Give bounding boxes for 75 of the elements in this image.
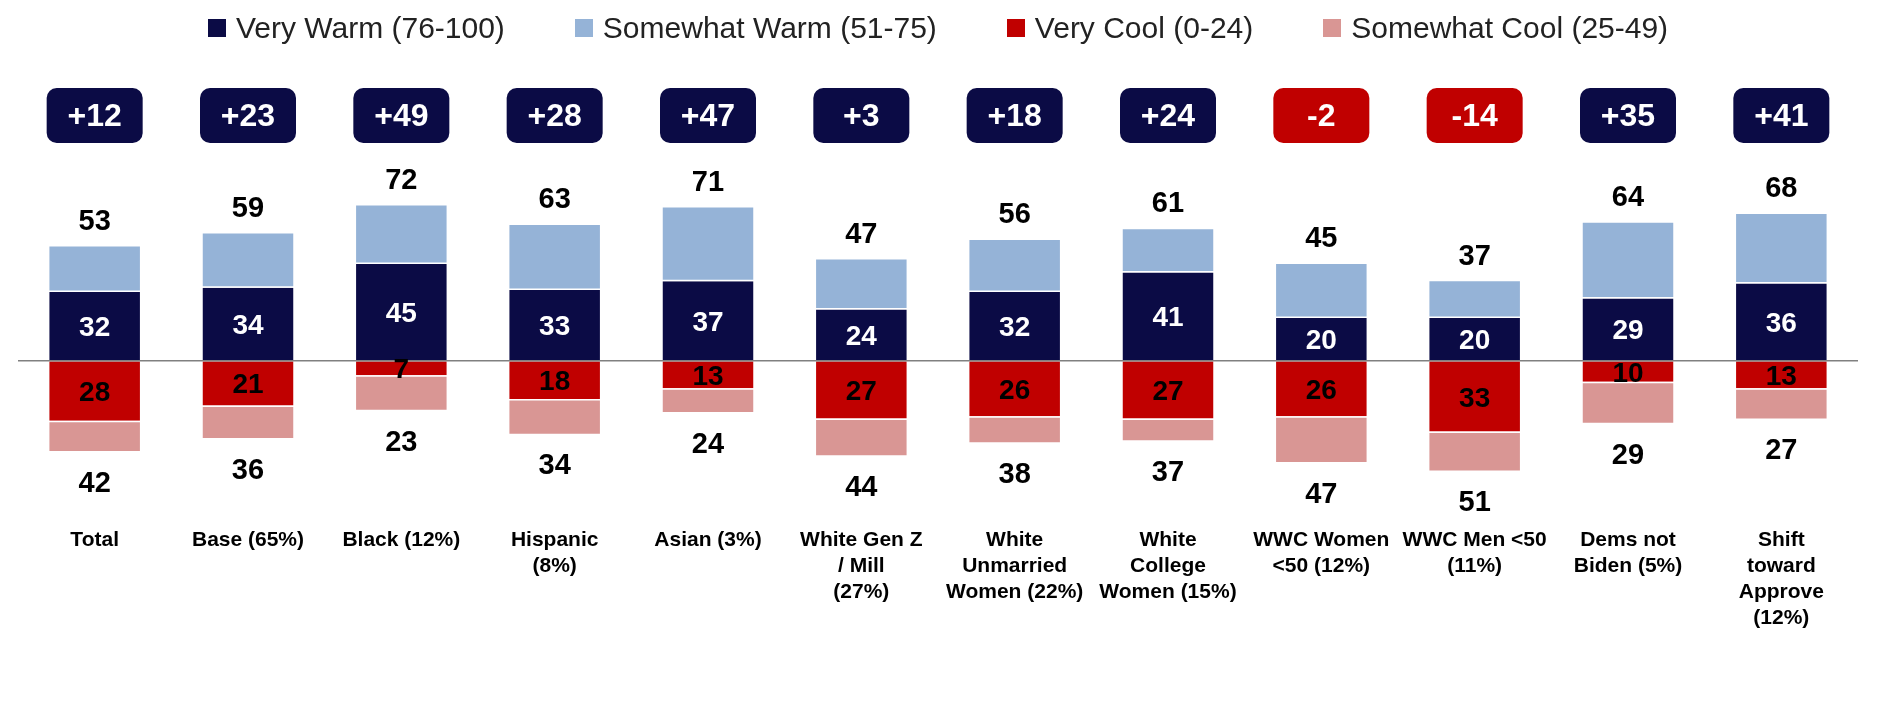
annotation: 27 xyxy=(1765,433,1798,466)
annotation: 42 xyxy=(78,465,111,498)
text: +23 xyxy=(220,97,276,133)
annotation: 28 xyxy=(79,376,111,408)
annotation: 61 xyxy=(1151,186,1185,219)
annotation: 13 xyxy=(1765,359,1797,391)
annotation: 24 xyxy=(691,426,725,459)
x-tick-label: Asian (3%) xyxy=(654,527,762,550)
text: +49 xyxy=(374,97,429,133)
data-label: 36 xyxy=(1765,306,1797,338)
x-tick-label: White College Women (15%) xyxy=(1099,527,1237,602)
x-tick-label: White Gen Z / Mill (27%) xyxy=(800,527,923,602)
x-tick-label: WWC Men <50 (11%) xyxy=(1402,527,1547,576)
data-label: 20 xyxy=(1459,324,1491,356)
annotation: 45 xyxy=(1305,221,1338,254)
text: +18 xyxy=(987,97,1042,133)
annotation: 64 xyxy=(1611,179,1645,212)
annotation: 10 xyxy=(1612,356,1644,388)
text: +3 xyxy=(843,97,880,133)
text: +41 xyxy=(1754,97,1809,133)
annotation: 59 xyxy=(231,190,265,223)
text: +28 xyxy=(527,97,582,133)
annotation: 47 xyxy=(1305,476,1338,509)
text: +12 xyxy=(67,97,122,133)
annotation: 18 xyxy=(539,365,571,397)
annotation: 27 xyxy=(845,375,877,406)
text: +35 xyxy=(1600,97,1656,133)
data-label: 20 xyxy=(1305,324,1337,356)
x-tick-label: WWC Women <50 (12%) xyxy=(1253,527,1390,576)
legend-label: Very Cool (0-24) xyxy=(1034,11,1254,45)
annotation: 34 xyxy=(538,448,571,481)
text: -2 xyxy=(1307,97,1336,133)
data-label: 32 xyxy=(79,311,111,343)
legend-label: Somewhat Cool (25-49) xyxy=(1351,11,1669,45)
annotation: 37 xyxy=(1151,454,1185,487)
x-tick-label: Shift toward Approve (12%) xyxy=(1738,527,1824,628)
annotation: 68 xyxy=(1765,171,1798,204)
legend-label: Somewhat Warm (51-75) xyxy=(602,11,937,45)
data-label: 33 xyxy=(539,309,571,341)
data-label: 29 xyxy=(1612,314,1644,346)
data-label: 37 xyxy=(692,305,724,337)
x-tick-label: White Unmarried Women (22%) xyxy=(946,527,1084,602)
legend-label: Very Warm (76-100) xyxy=(235,11,505,45)
annotation: 33 xyxy=(1459,381,1491,413)
text: -14 xyxy=(1451,97,1498,133)
data-label: 24 xyxy=(845,319,878,351)
annotation: 63 xyxy=(538,182,571,215)
annotation: 38 xyxy=(998,457,1031,490)
annotation: 72 xyxy=(385,162,418,195)
x-tick-label: Total xyxy=(70,527,119,550)
x-tick-label: Black (12%) xyxy=(342,527,461,550)
annotation: 47 xyxy=(845,216,878,249)
annotation: 36 xyxy=(231,452,265,485)
x-tick-label: Hispanic (8%) xyxy=(510,527,599,576)
data-label: 32 xyxy=(999,311,1031,343)
annotation: 26 xyxy=(1305,373,1337,405)
annotation: 27 xyxy=(1152,375,1184,406)
annotation: 13 xyxy=(692,359,724,391)
annotation: 21 xyxy=(232,368,264,400)
text: +24 xyxy=(1140,97,1196,133)
annotation: 53 xyxy=(78,203,111,236)
annotation: 23 xyxy=(385,424,418,457)
data-label: 45 xyxy=(385,296,417,328)
data-label: 41 xyxy=(1152,301,1184,333)
annotation: 51 xyxy=(1458,485,1491,518)
x-tick-label: Base (65%) xyxy=(191,527,305,550)
data-label: 34 xyxy=(232,308,264,340)
x-tick-label: Dems not Biden (5%) xyxy=(1573,527,1683,576)
annotation: 37 xyxy=(1458,238,1491,271)
annotation: 44 xyxy=(845,470,878,503)
annotation: 26 xyxy=(999,373,1031,405)
annotation: 56 xyxy=(998,197,1031,230)
text: +47 xyxy=(680,97,736,133)
annotation: 29 xyxy=(1611,437,1645,470)
annotation: 71 xyxy=(691,164,725,197)
